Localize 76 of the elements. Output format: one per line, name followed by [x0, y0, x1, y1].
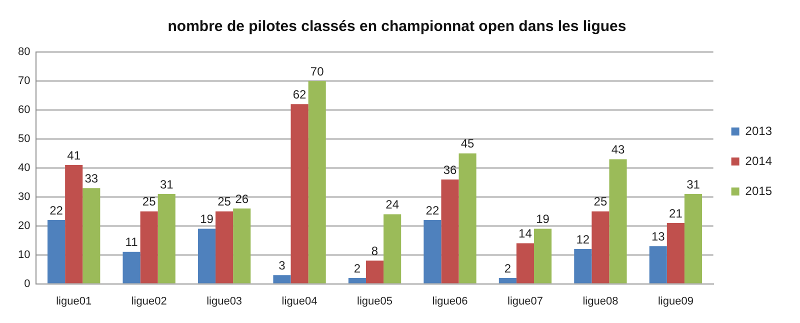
- data-label: 26: [235, 192, 249, 206]
- bar: [424, 220, 442, 284]
- data-label: 19: [200, 212, 214, 226]
- bar: [516, 243, 534, 284]
- bar: [649, 246, 667, 284]
- legend-label: 2013: [745, 124, 772, 138]
- bar: [384, 214, 402, 284]
- y-tick-label: 70: [18, 75, 30, 88]
- data-label: 43: [611, 142, 626, 157]
- data-label: 3: [278, 258, 286, 272]
- data-label: 12: [576, 232, 590, 246]
- data-label: 22: [426, 203, 440, 218]
- legend-label: 2015: [745, 184, 772, 198]
- x-tick-label: ligue05: [357, 295, 393, 308]
- bar: [684, 194, 702, 284]
- x-tick-label: ligue02: [131, 295, 167, 308]
- data-label: 8: [371, 244, 378, 258]
- x-tick-label: ligue01: [56, 295, 92, 308]
- data-label: 19: [536, 212, 550, 226]
- bar: [458, 153, 476, 284]
- data-label: 45: [460, 136, 475, 151]
- bar: [198, 228, 216, 284]
- data-label: 24: [386, 198, 400, 212]
- y-tick-label: 30: [18, 190, 30, 203]
- data-label: 25: [594, 194, 608, 209]
- data-label: 41: [67, 148, 81, 162]
- bar: [308, 80, 326, 284]
- bar: [609, 159, 627, 284]
- data-label: 70: [310, 64, 324, 78]
- bar: [216, 211, 234, 284]
- data-label: 31: [160, 177, 174, 192]
- data-label: 14: [518, 226, 532, 241]
- bar: [348, 278, 366, 284]
- y-tick-label: 60: [18, 104, 30, 116]
- data-label: 33: [84, 171, 98, 186]
- bar: [65, 165, 83, 284]
- bar: [366, 260, 384, 284]
- data-label: 62: [292, 87, 307, 102]
- data-label: 25: [142, 194, 156, 209]
- data-label: 2: [354, 261, 361, 276]
- y-tick-label: 0: [24, 278, 30, 290]
- x-tick-label: ligue07: [507, 295, 543, 308]
- bar: [273, 275, 291, 284]
- data-label: 25: [218, 194, 232, 209]
- y-tick-label: 20: [18, 220, 30, 232]
- data-label: 2: [504, 261, 512, 276]
- bar: [158, 194, 176, 284]
- data-label: 36: [443, 162, 457, 177]
- legend-label: 2014: [745, 154, 772, 168]
- bar: [534, 228, 552, 284]
- bar: [290, 104, 308, 284]
- bar: [441, 179, 459, 284]
- data-label: 13: [651, 229, 666, 244]
- bar: [498, 278, 516, 284]
- x-tick-label: ligue08: [582, 295, 618, 308]
- bar: [122, 252, 140, 284]
- y-tick-label: 80: [18, 46, 30, 58]
- data-label: 21: [669, 206, 683, 220]
- x-tick-label: ligue03: [206, 295, 242, 308]
- x-tick-label: ligue09: [658, 295, 694, 308]
- bar: [574, 249, 592, 284]
- bar: [666, 222, 684, 284]
- bar: [233, 208, 251, 284]
- y-tick-label: 10: [18, 248, 30, 261]
- y-tick-label: 50: [18, 132, 30, 145]
- data-label: 31: [686, 177, 700, 192]
- bar: [140, 211, 158, 284]
- bar: [592, 211, 610, 284]
- x-tick-label: ligue04: [282, 295, 318, 308]
- bar: [48, 220, 66, 284]
- chart-title: nombre de pilotes classés en championnat open dans les ligues: [168, 18, 626, 36]
- data-label: 22: [50, 203, 64, 218]
- y-tick-label: 40: [18, 162, 30, 174]
- bar: [82, 188, 100, 284]
- data-label: 11: [125, 235, 138, 250]
- x-tick-label: ligue06: [432, 295, 468, 308]
